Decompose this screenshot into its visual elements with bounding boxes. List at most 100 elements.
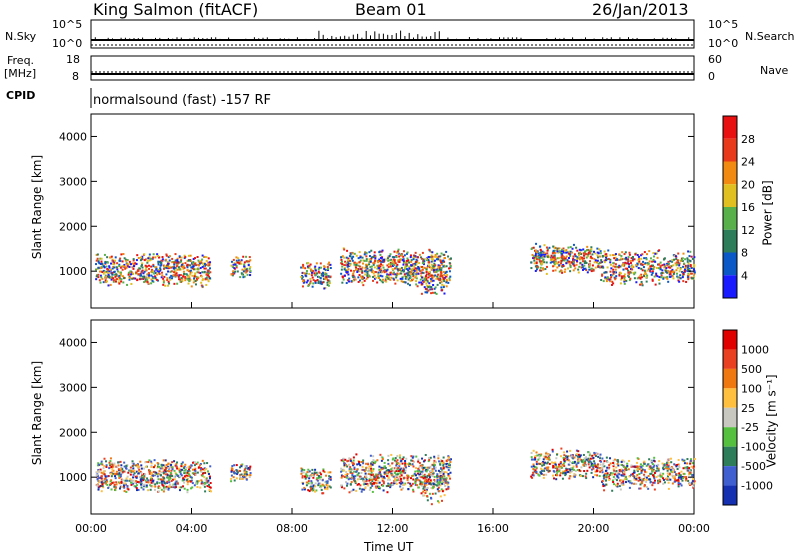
data-cell bbox=[193, 461, 196, 464]
data-cell bbox=[643, 469, 646, 472]
data-cell bbox=[358, 462, 361, 465]
data-cell bbox=[637, 259, 640, 262]
data-cell bbox=[563, 454, 566, 457]
data-cell bbox=[435, 270, 438, 273]
data-cell bbox=[442, 270, 445, 273]
data-cell bbox=[442, 467, 445, 470]
data-cell bbox=[201, 262, 204, 265]
data-cell bbox=[677, 478, 680, 481]
data-cell bbox=[530, 475, 533, 478]
data-cell bbox=[360, 275, 363, 278]
data-cell bbox=[150, 270, 153, 273]
data-cell bbox=[378, 264, 381, 267]
data-cell bbox=[318, 475, 321, 478]
data-cell bbox=[114, 278, 117, 281]
data-cell bbox=[121, 471, 124, 474]
data-cell bbox=[438, 460, 441, 463]
data-cell bbox=[301, 271, 304, 274]
data-cell bbox=[564, 471, 567, 474]
data-cell bbox=[385, 269, 388, 272]
data-cell bbox=[639, 465, 642, 468]
data-cell bbox=[349, 483, 352, 486]
data-cell bbox=[173, 475, 176, 478]
data-cell bbox=[321, 479, 324, 482]
data-cell bbox=[166, 279, 169, 282]
data-cell bbox=[589, 268, 592, 271]
data-cell bbox=[600, 259, 603, 262]
data-cell bbox=[652, 468, 655, 471]
data-cell bbox=[426, 479, 429, 482]
data-cell bbox=[172, 271, 175, 274]
data-cell bbox=[430, 474, 433, 477]
data-cell bbox=[629, 262, 632, 265]
data-cell bbox=[593, 464, 596, 467]
data-cell bbox=[417, 486, 420, 489]
data-cell bbox=[357, 257, 360, 260]
data-cell bbox=[636, 468, 639, 471]
data-cell bbox=[434, 271, 437, 274]
data-cell bbox=[579, 257, 582, 260]
data-cell bbox=[434, 264, 437, 267]
data-cell bbox=[426, 487, 429, 490]
data-cell bbox=[121, 275, 124, 278]
data-cell bbox=[625, 469, 628, 472]
data-cell bbox=[301, 476, 304, 479]
data-cell bbox=[653, 477, 656, 480]
data-cell bbox=[438, 258, 441, 261]
data-cell bbox=[689, 459, 692, 462]
data-cell bbox=[147, 489, 150, 492]
data-cell bbox=[655, 267, 658, 270]
data-cell bbox=[150, 466, 153, 469]
data-cell bbox=[672, 271, 675, 274]
data-cell bbox=[427, 264, 430, 267]
data-cell bbox=[148, 253, 151, 256]
data-cell bbox=[248, 267, 251, 270]
data-cell bbox=[555, 457, 558, 460]
data-cell bbox=[651, 484, 654, 487]
data-cell bbox=[353, 252, 356, 255]
data-cell bbox=[191, 267, 194, 270]
data-cell bbox=[689, 484, 692, 487]
data-cell bbox=[140, 486, 143, 489]
data-cell bbox=[563, 458, 566, 461]
data-cell bbox=[103, 473, 106, 476]
data-cell bbox=[208, 264, 211, 267]
data-cell bbox=[420, 464, 423, 467]
data-cell bbox=[577, 459, 580, 462]
data-cell bbox=[188, 465, 191, 468]
data-cell bbox=[658, 282, 661, 285]
data-cell bbox=[243, 476, 246, 479]
data-cell bbox=[340, 484, 343, 487]
data-cell bbox=[448, 279, 451, 282]
data-cell bbox=[118, 474, 121, 477]
data-cell bbox=[593, 451, 596, 454]
data-cell bbox=[641, 284, 644, 287]
data-cell bbox=[428, 458, 431, 461]
data-cell bbox=[178, 489, 181, 492]
data-cell bbox=[400, 479, 403, 482]
data-cell bbox=[371, 256, 374, 259]
data-cell bbox=[353, 477, 356, 480]
data-cell bbox=[545, 265, 548, 268]
data-cell bbox=[100, 490, 103, 493]
data-cell bbox=[447, 469, 450, 472]
data-cell bbox=[148, 274, 151, 277]
data-cell bbox=[543, 255, 546, 258]
data-cell bbox=[356, 270, 359, 273]
data-cell bbox=[381, 458, 384, 461]
data-cell bbox=[384, 471, 387, 474]
data-cell bbox=[207, 272, 210, 275]
data-cell bbox=[352, 276, 355, 279]
data-cell bbox=[174, 266, 177, 269]
data-cell bbox=[418, 262, 421, 265]
data-cell bbox=[427, 289, 430, 292]
data-cell bbox=[343, 475, 346, 478]
data-cell bbox=[319, 262, 322, 265]
data-cell bbox=[658, 478, 661, 481]
data-cell bbox=[388, 470, 391, 473]
data-cell bbox=[149, 488, 152, 491]
data-cell bbox=[445, 275, 448, 278]
data-cell bbox=[614, 471, 617, 474]
data-cell bbox=[343, 256, 346, 259]
data-cell bbox=[194, 268, 197, 271]
